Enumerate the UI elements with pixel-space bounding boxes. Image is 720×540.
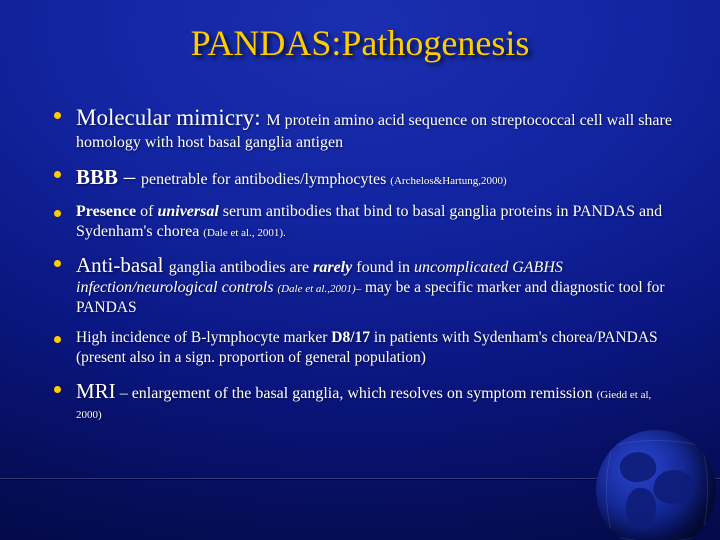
text-segment: (Dale et al.,2001)– <box>277 283 361 295</box>
bullet-item: Presence of universal serum antibodies t… <box>50 202 674 242</box>
text-segment: universal <box>157 203 218 220</box>
slide-title: PANDAS:Pathogenesis <box>40 22 680 64</box>
text-segment: of <box>136 203 157 220</box>
text-segment: (Archelos&Hartung,2000) <box>390 175 506 187</box>
bullet-item: High incidence of B-lymphocyte marker D8… <box>50 328 674 368</box>
text-segment: – <box>118 164 141 189</box>
bullet-item: Molecular mimicry: M protein amino acid … <box>50 104 674 153</box>
bullet-list: Molecular mimicry: M protein amino acid … <box>40 104 680 424</box>
bullet-lead: Molecular mimicry: <box>76 105 266 130</box>
text-segment: ganglia antibodies are <box>169 259 313 276</box>
globe-icon <box>588 422 698 532</box>
text-segment: rarely <box>313 259 352 276</box>
text-segment: Presence <box>76 203 136 220</box>
text-segment: (Dale et al., 2001). <box>203 227 285 239</box>
slide: PANDAS:Pathogenesis Molecular mimicry: M… <box>0 0 720 540</box>
bullet-item: MRI – enlargement of the basal ganglia, … <box>50 378 674 424</box>
text-segment: found in <box>352 259 414 276</box>
text-segment: D8/17 <box>331 329 370 346</box>
bullet-item: Anti-basal ganglia antibodies are rarely… <box>50 252 674 318</box>
bullet-item: BBB – penetrable for antibodies/lymphocy… <box>50 163 674 192</box>
text-segment: BBB <box>76 165 118 189</box>
text-segment: penetrable for antibodies/lymphocytes <box>141 171 390 188</box>
text-segment: – enlargement of the basal ganglia, whic… <box>116 385 597 402</box>
text-segment: High incidence of B-lymphocyte marker <box>76 329 331 346</box>
text-segment: Anti-basal <box>76 253 169 277</box>
text-segment: MRI <box>76 379 116 403</box>
